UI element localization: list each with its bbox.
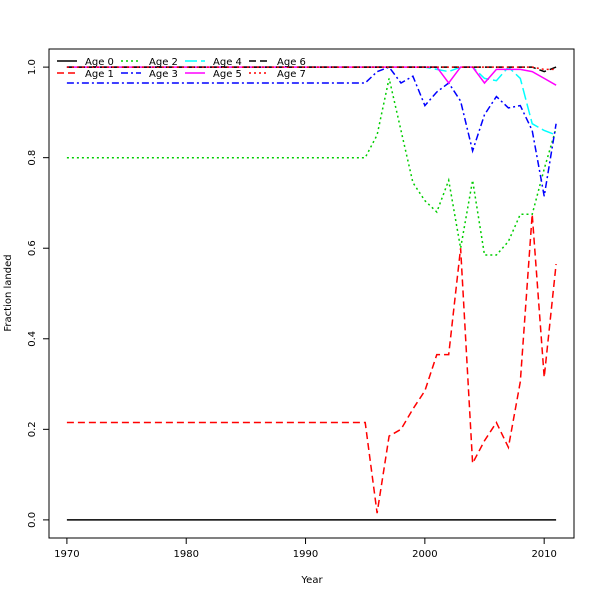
legend-label-age-6: Age 6	[277, 57, 306, 68]
y-tick-label: 0.6	[27, 240, 38, 256]
y-tick-label: 0.2	[27, 421, 38, 437]
legend-label-age-7: Age 7	[277, 69, 306, 80]
y-axis-label: Fraction landed	[3, 254, 14, 331]
plot-frame	[48, 48, 575, 539]
series-layer	[66, 66, 557, 521]
y-tick-label: 0.4	[27, 331, 38, 347]
legend-label-age-2: Age 2	[149, 57, 178, 68]
y-tick-label: 1.0	[27, 59, 38, 75]
legend-label-age-1: Age 1	[85, 69, 114, 80]
legend-label-age-0: Age 0	[85, 57, 114, 68]
x-tick-label: 1970	[54, 549, 79, 560]
x-tick-label: 1990	[293, 549, 318, 560]
x-tick-label: 1980	[173, 549, 198, 560]
legend-label-age-4: Age 4	[213, 57, 242, 68]
legend-label-age-3: Age 3	[149, 69, 178, 80]
x-axis-label: Year	[300, 575, 323, 586]
series-line-age-3	[66, 66, 557, 197]
y-tick-label: 0.0	[27, 512, 38, 528]
x-axis: 1970 1980 1990 2000 2010	[54, 538, 557, 560]
y-tick-label: 0.8	[27, 150, 38, 166]
x-tick-label: 2010	[531, 549, 556, 560]
series-line-age-1	[66, 214, 557, 514]
series-line-age-2	[66, 78, 557, 256]
series-line-age-4	[66, 66, 557, 136]
y-axis: 0.0 0.2 0.4 0.6 0.8 1.0	[27, 59, 49, 528]
x-tick-label: 2000	[412, 549, 437, 560]
series-line-age-7	[66, 66, 557, 71]
legend-label-age-5: Age 5	[213, 69, 242, 80]
